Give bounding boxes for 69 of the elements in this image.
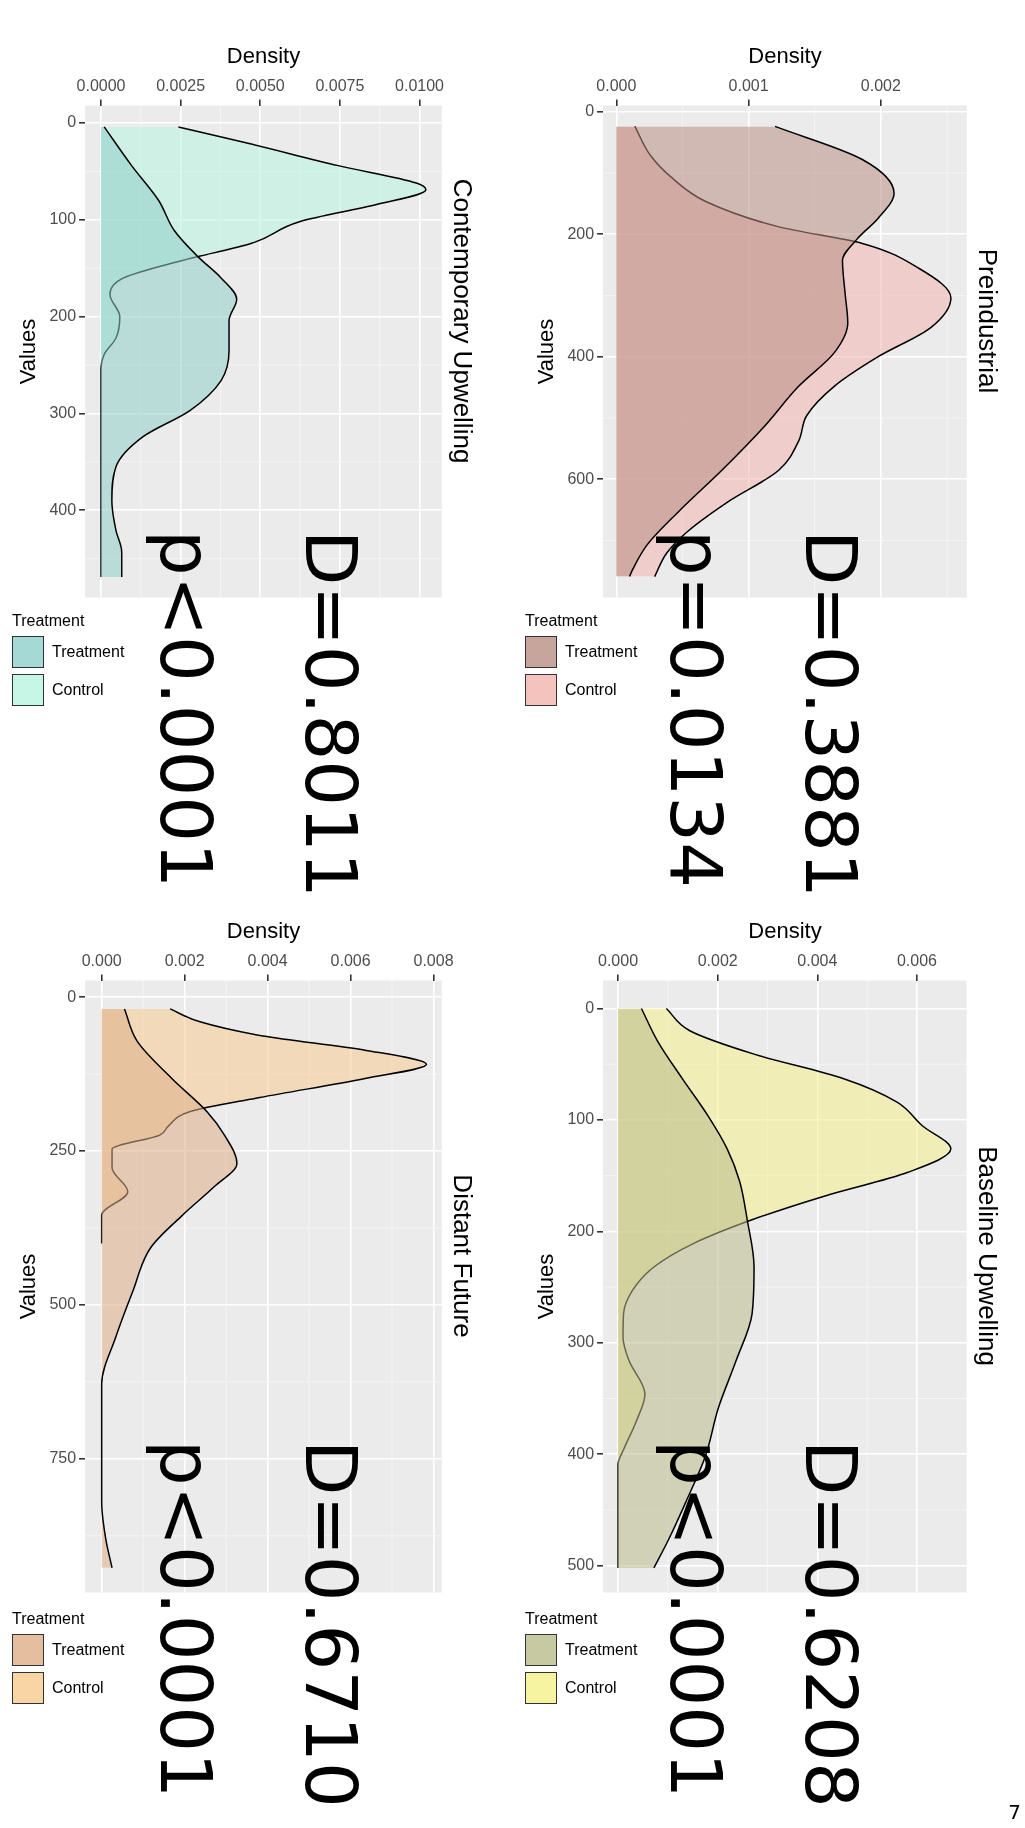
- x-tick-label: 0.002: [164, 952, 205, 970]
- y-tick-label: 400: [567, 1444, 595, 1462]
- annotation: D=0.6710: [289, 1440, 373, 1808]
- legend-label: Control: [52, 681, 104, 699]
- y-tick-label: 750: [49, 1449, 77, 1467]
- x-tick-label: 0.001: [728, 77, 769, 95]
- x-tick-label: 0.002: [697, 952, 738, 970]
- y-tick-label: 600: [567, 469, 595, 487]
- y-tick-label: 200: [567, 1221, 595, 1239]
- text: 7: [1008, 1800, 1021, 1824]
- y-tick-label: 200: [567, 224, 595, 242]
- y-tick-label: 400: [567, 347, 595, 365]
- legend-title: Treatment: [12, 612, 86, 630]
- y-tick-label: 0: [67, 113, 77, 131]
- x-tick-label: 0.006: [896, 952, 938, 970]
- x-axis-title: Density: [748, 918, 822, 944]
- y-tick-label: 100: [567, 1110, 595, 1128]
- legend-label: Control: [565, 1679, 617, 1697]
- x-tick-label: 0.002: [860, 77, 901, 95]
- x-tick-label: 0.000: [598, 952, 639, 970]
- legend-label: Control: [52, 1679, 104, 1697]
- x-tick-label: 0.004: [247, 952, 288, 970]
- legend-title: Treatment: [525, 1610, 599, 1628]
- y-tick-label: 0: [585, 102, 595, 120]
- legend-label: Control: [565, 681, 617, 699]
- x-tick-label: 0.0000: [76, 77, 126, 95]
- text: Baseline Upwelling: [973, 1146, 1004, 1366]
- y-tick-label: 400: [49, 500, 77, 518]
- y-tick-label: 200: [49, 307, 77, 325]
- annotation: p<0.0001: [144, 1440, 228, 1798]
- legend-label: Treatment: [565, 643, 638, 661]
- legend-title: Treatment: [525, 612, 599, 630]
- x-tick-label: 0.000: [81, 952, 122, 970]
- y-axis-title: Values: [533, 1253, 559, 1320]
- y-tick-label: 250: [49, 1141, 77, 1159]
- annotation: p=0.0134: [654, 530, 738, 888]
- x-tick-label: 0.000: [596, 77, 637, 95]
- x-tick-label: 0.0075: [315, 77, 365, 95]
- legend-label: Treatment: [565, 1641, 638, 1659]
- x-axis-title: Density: [748, 43, 822, 69]
- text: Contemporary Upwelling: [448, 178, 479, 464]
- annotation: p<0.0001: [144, 530, 228, 888]
- y-axis-title: Values: [15, 1253, 41, 1320]
- y-tick-label: 500: [567, 1556, 595, 1574]
- x-tick-label: 0.004: [797, 952, 838, 970]
- y-tick-label: 100: [49, 210, 77, 228]
- x-tick-label: 0.0100: [395, 77, 445, 95]
- y-tick-label: 0: [585, 998, 595, 1016]
- x-tick-label: 0.0050: [235, 77, 285, 95]
- legend-label: Treatment: [52, 643, 125, 661]
- legend-label: Treatment: [52, 1641, 125, 1659]
- y-tick-label: 300: [49, 403, 77, 421]
- x-tick-label: 0.008: [413, 952, 454, 970]
- y-tick-label: 500: [49, 1295, 77, 1313]
- y-tick-label: 300: [567, 1333, 595, 1351]
- x-axis-title: Density: [226, 43, 301, 69]
- legend-title: Treatment: [12, 1610, 86, 1628]
- annotation: p<0.0001: [654, 1440, 738, 1798]
- annotation: D=0.6208: [789, 1440, 873, 1808]
- x-axis-title: Density: [226, 918, 301, 944]
- text: Distant Future: [448, 1174, 479, 1338]
- y-axis-title: Values: [533, 318, 559, 385]
- x-tick-label: 0.006: [330, 952, 371, 970]
- x-tick-label: 0.0025: [156, 77, 206, 95]
- annotation: D=0.3881: [789, 530, 873, 898]
- y-tick-label: 0: [67, 987, 77, 1005]
- text: Preindustrial: [973, 248, 1004, 394]
- annotation: D=0.8011: [289, 530, 373, 898]
- y-axis-title: Values: [15, 318, 41, 385]
